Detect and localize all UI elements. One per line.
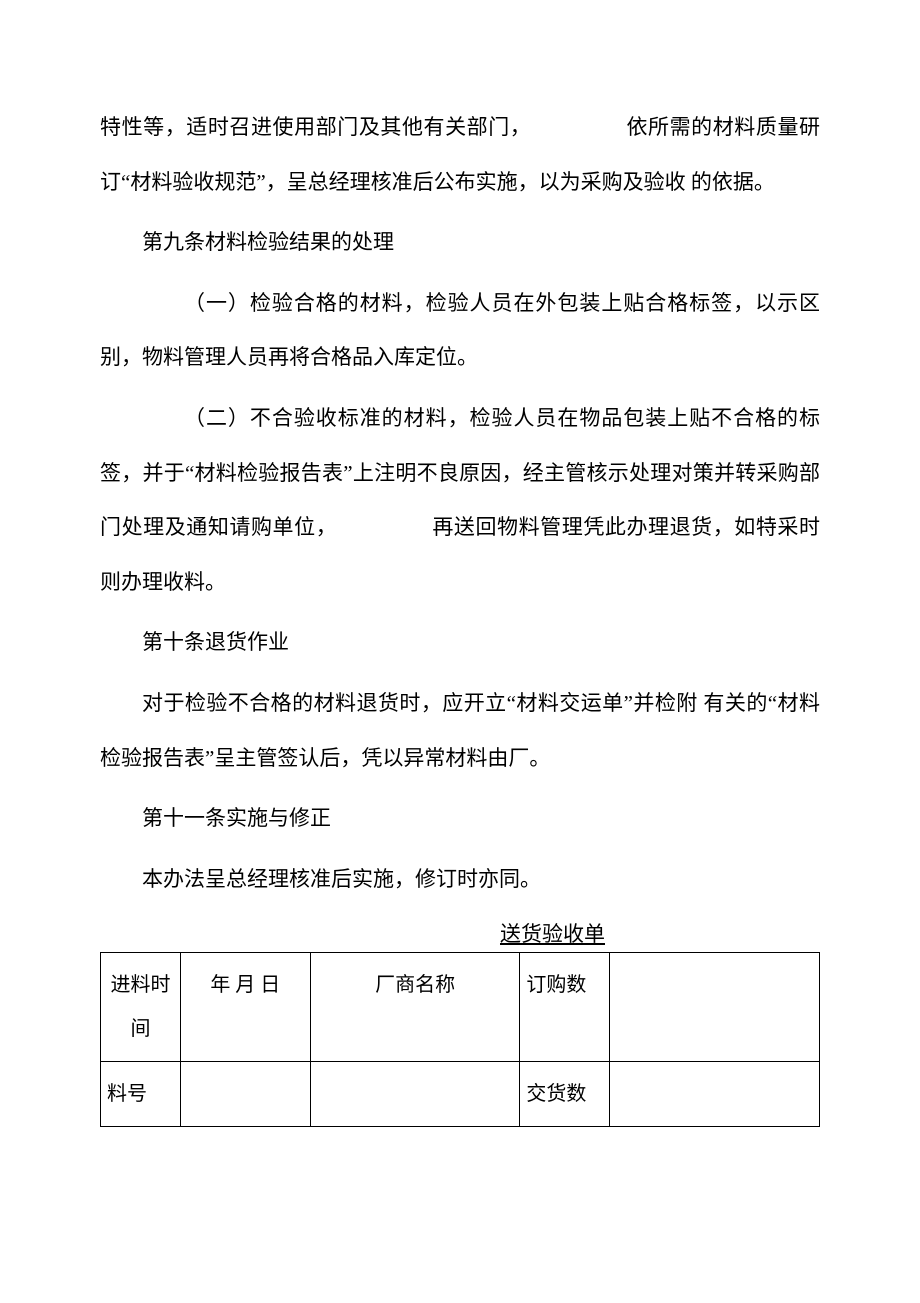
table-row: 料号 交货数 [101,1062,820,1127]
paragraph-10: 对于检验不合格的材料退货时，应开立“材料交运单”并检附 有关的“材料检验报告表”… [100,676,820,785]
heading-article-10: 第十条退货作业 [100,615,820,670]
cell-incoming-time-label: 进料时间 [101,953,181,1062]
delivery-acceptance-table: 进料时间 年 月 日 厂商名称 订购数 料号 交货数 [100,952,820,1127]
table-title: 送货验收单 [100,918,820,948]
paragraph-1a: 特性等，适时召进使用部门及其他有关部门， [100,115,531,139]
document-page: 特性等，适时召进使用部门及其他有关部门，依所需的材料质量研订“材料验收规范”，呈… [0,0,920,1303]
heading-article-11: 第十一条实施与修正 [100,791,820,846]
table-row: 进料时间 年 月 日 厂商名称 订购数 [101,953,820,1062]
cell-order-qty-label: 订购数 [520,953,610,1062]
paragraph-9a: （一）检验合格的材料，检验人员在外包装上贴合格标签，以示区别，物料管理人员再将合… [100,276,820,385]
cell-vendor-name-label: 厂商名称 [310,953,520,1062]
cell-order-qty-value [610,953,820,1062]
paragraph-1: 特性等，适时召进使用部门及其他有关部门，依所需的材料质量研订“材料验收规范”，呈… [100,100,820,209]
cell-deliver-qty-label: 交货数 [520,1062,610,1127]
cell-deliver-qty-value [610,1062,820,1127]
cell-vendor-name-value [310,1062,520,1127]
cell-material-no-value [180,1062,310,1127]
paragraph-9b: （二）不合验收标准的材料，检验人员在物品包装上贴不合格的标签，并于“材料检验报告… [100,391,820,609]
cell-material-no-label: 料号 [101,1062,181,1127]
paragraph-11: 本办法呈总经理核准后实施，修订时亦同。 [100,852,820,907]
heading-article-9: 第九条材料检验结果的处理 [100,215,820,270]
cell-date-placeholder: 年 月 日 [180,953,310,1062]
